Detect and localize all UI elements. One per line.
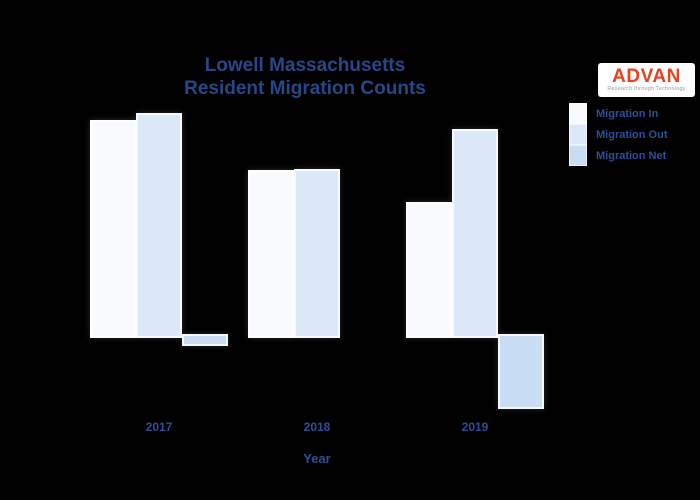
legend-swatch-migration-in [569, 103, 587, 124]
legend-item-migration-in: Migration In [569, 103, 668, 124]
bar-migration-net-2019 [498, 334, 544, 409]
legend-swatch-migration-net [569, 145, 587, 166]
advan-logo-tagline: Research through Technology [607, 86, 686, 92]
legend-item-migration-out: Migration Out [569, 124, 668, 145]
legend-label-migration-in: Migration In [596, 107, 659, 120]
bar-migration-net-2017 [182, 334, 228, 346]
x-tick-2017: 2017 [145, 420, 173, 434]
bar-migration-in-2018 [248, 170, 294, 338]
chart-legend: Migration In Migration Out Migration Net [569, 103, 668, 166]
bar-migration-in-2017 [90, 120, 136, 338]
chart-title: Lowell Massachusetts Resident Migration … [55, 54, 555, 100]
legend-swatch-migration-out [569, 124, 587, 145]
x-tick-2019: 2019 [461, 420, 489, 434]
bar-migration-out-2019 [452, 129, 498, 338]
advan-logo: ADVAN Research through Technology [598, 63, 695, 97]
x-axis-title: Year [303, 451, 331, 466]
chart-title-line2: Resident Migration Counts [184, 78, 426, 99]
legend-label-migration-net: Migration Net [596, 149, 667, 162]
bar-migration-in-2019 [406, 202, 452, 338]
chart-title-line1: Lowell Massachusetts [204, 55, 406, 76]
legend-label-migration-out: Migration Out [596, 128, 668, 141]
legend-item-migration-net: Migration Net [569, 145, 668, 166]
bar-migration-out-2018 [294, 169, 340, 338]
bar-migration-out-2017 [136, 113, 182, 338]
x-tick-2018: 2018 [303, 420, 331, 434]
advan-logo-wordmark: ADVAN [612, 66, 681, 87]
